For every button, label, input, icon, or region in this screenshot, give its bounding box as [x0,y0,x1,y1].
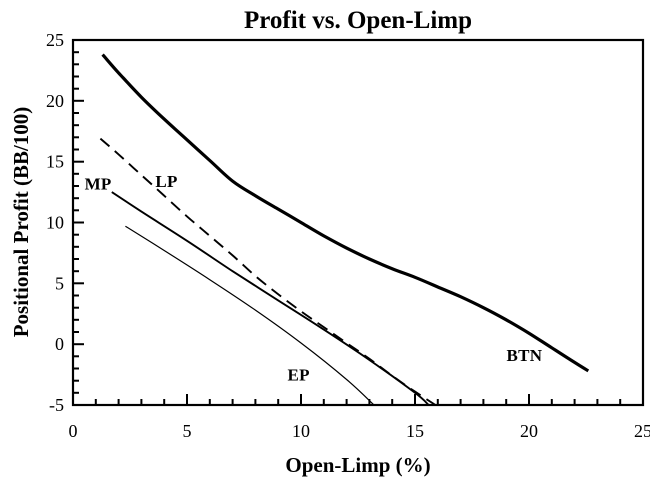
y-tick-label: 15 [46,152,64,172]
series-label-ep: EP [288,366,310,385]
series-label-mp: MP [85,175,112,194]
series-line-ep [125,225,375,406]
x-tick-label: 25 [634,421,650,441]
x-tick-label: 15 [406,421,424,441]
x-axis-label: Open-Limp (%) [285,453,430,477]
y-tick-label: -5 [49,395,64,415]
y-tick-label: 10 [46,213,64,233]
y-tick-label: 5 [55,273,64,293]
x-tick-label: 20 [520,421,538,441]
series-line-lp [99,137,437,406]
x-tick-label: 10 [292,421,310,441]
series-label-lp: LP [155,172,177,191]
x-tick-label: 0 [69,421,78,441]
y-axis-label: Positional Profit (BB/100) [9,107,33,338]
chart-title: Profit vs. Open-Limp [244,7,472,34]
series-label-btn: BTN [506,346,542,365]
y-tick-label: 0 [55,334,64,354]
y-tick-label: 25 [46,30,64,50]
series-line-btn [101,53,590,373]
x-tick-label: 5 [183,421,192,441]
series-line-mp [111,191,430,406]
y-tick-label: 20 [46,91,64,111]
